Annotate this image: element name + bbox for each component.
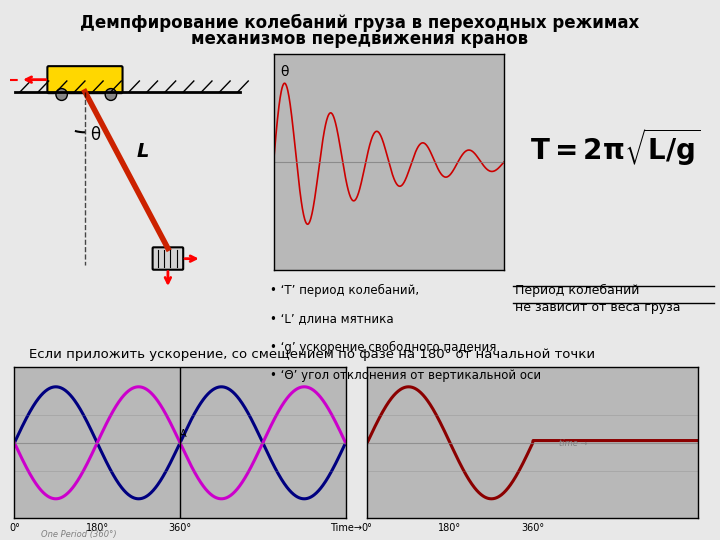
Text: Период колебаний: Период колебаний bbox=[515, 284, 639, 296]
FancyBboxPatch shape bbox=[48, 66, 122, 93]
Text: • ‘Θ’ угол отклонения от вертикальной оси: • ‘Θ’ угол отклонения от вертикальной ос… bbox=[270, 369, 541, 382]
Text: L: L bbox=[137, 141, 149, 160]
Text: • ‘L’ длина мятника: • ‘L’ длина мятника bbox=[270, 312, 394, 325]
Text: θ: θ bbox=[281, 65, 289, 79]
Text: $\mathbf{T = 2\pi\sqrt{L/g}}$: $\mathbf{T = 2\pi\sqrt{L/g}}$ bbox=[531, 126, 701, 168]
Text: • ‘g’ ускорение свободного падения: • ‘g’ ускорение свободного падения bbox=[270, 341, 496, 354]
Text: • ‘T’ период колебаний,: • ‘T’ период колебаний, bbox=[270, 284, 419, 296]
Text: One Period (360°): One Period (360°) bbox=[41, 530, 117, 538]
Text: time →: time → bbox=[559, 439, 588, 448]
Circle shape bbox=[56, 89, 68, 100]
Circle shape bbox=[105, 89, 117, 100]
Text: Демпфирование колебаний груза в переходных режимах: Демпфирование колебаний груза в переходн… bbox=[81, 14, 639, 32]
Text: не зависит от веса груза: не зависит от веса груза bbox=[515, 301, 680, 314]
FancyBboxPatch shape bbox=[153, 247, 183, 270]
Text: механизмов передвижения кранов: механизмов передвижения кранов bbox=[192, 30, 528, 48]
Text: θ: θ bbox=[90, 126, 100, 144]
Text: Если приложить ускорение, со смещением по фазе на 180° от начальной точки: Если приложить ускорение, со смещением п… bbox=[29, 348, 595, 361]
Text: A: A bbox=[180, 429, 186, 439]
